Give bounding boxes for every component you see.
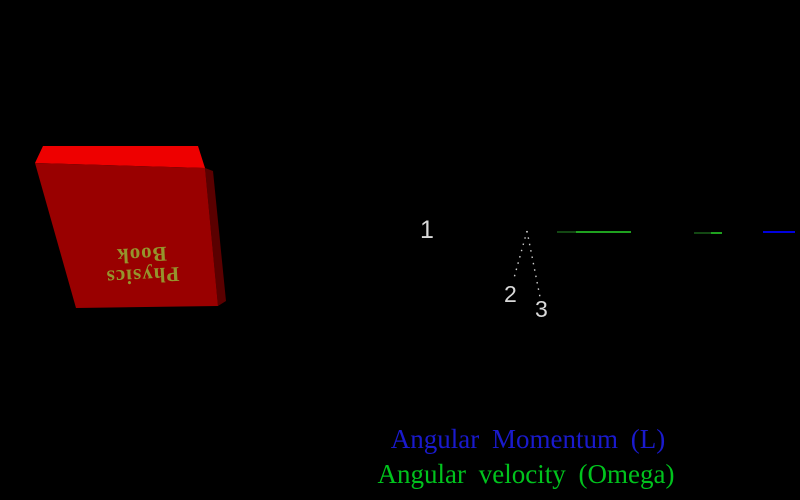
- book-title: Physics Book: [76, 241, 208, 290]
- legend-angular-velocity: Angular velocity (Omega): [377, 459, 675, 489]
- book-top-face: [35, 146, 205, 168]
- axis-marker-1: 1: [420, 216, 434, 244]
- book-side-face: [205, 168, 226, 306]
- dotted-line-axis-2: [513, 230, 528, 279]
- axis-marker-2: 2: [504, 281, 517, 307]
- dotted-line-axis-3: [526, 230, 541, 298]
- angular-velocity-trail: [557, 231, 722, 234]
- axis-marker-3: 3: [535, 296, 548, 322]
- book-front-face: [35, 163, 218, 308]
- axis-indicator-lines: [513, 230, 541, 298]
- legend-angular-momentum: Angular Momentum (L): [390, 424, 666, 454]
- physics-book: [35, 146, 226, 308]
